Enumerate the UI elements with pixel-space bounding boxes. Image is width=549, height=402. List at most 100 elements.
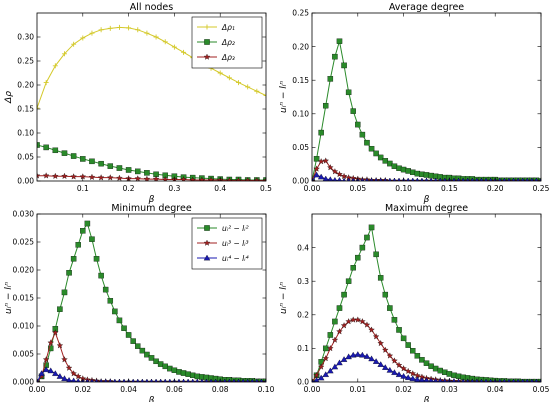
- data-point: [368, 145, 375, 152]
- data-point: [42, 366, 50, 373]
- data-point: [88, 173, 96, 180]
- axes-frame: [36, 12, 267, 182]
- data-point: [313, 165, 320, 172]
- data-point: [116, 24, 122, 30]
- data-point: [80, 156, 86, 162]
- data-point: [98, 272, 104, 279]
- data-point: [364, 139, 370, 146]
- data-point: [144, 170, 150, 176]
- data-point: [245, 84, 251, 90]
- y-axis-label: uᵢⁿ − lᵢⁿ: [4, 282, 14, 314]
- legend-label: uᵢ² − lᵢ²: [222, 224, 249, 233]
- data-point: [70, 173, 77, 180]
- data-point: [400, 166, 407, 173]
- series-group: [37, 220, 266, 382]
- y-tick-label: 0.030: [13, 210, 35, 219]
- data-point: [386, 352, 394, 359]
- data-point: [263, 93, 266, 99]
- x-tick-label: 0.4: [214, 184, 226, 193]
- data-point: [423, 377, 430, 382]
- data-point: [80, 35, 86, 41]
- data-point: [396, 327, 402, 333]
- data-point: [313, 371, 320, 379]
- data-point: [61, 289, 68, 296]
- data-point: [318, 129, 324, 136]
- x-axis-label: β: [148, 195, 155, 205]
- data-point: [442, 369, 448, 376]
- data-point: [331, 336, 339, 343]
- data-point: [71, 41, 77, 47]
- data-point: [340, 322, 348, 329]
- data-point: [47, 345, 54, 352]
- data-point: [368, 326, 375, 333]
- data-point: [42, 356, 50, 363]
- data-point: [377, 154, 384, 161]
- chart-title: Average degree: [389, 2, 464, 13]
- data-point: [116, 165, 123, 171]
- x-tick-label: 0.10: [258, 385, 275, 394]
- data-point: [410, 169, 416, 176]
- data-point: [451, 372, 457, 379]
- y-tick-label: 0.2: [297, 311, 309, 320]
- data-point: [121, 325, 127, 331]
- data-point: [97, 174, 105, 181]
- data-point: [332, 318, 338, 325]
- data-point: [405, 168, 411, 174]
- y-tick-label: 0.05: [17, 153, 34, 162]
- data-point: [47, 367, 54, 374]
- data-point: [433, 378, 438, 382]
- data-point: [359, 131, 366, 138]
- data-point: [167, 365, 173, 372]
- data-point: [400, 335, 407, 342]
- data-point: [437, 378, 443, 382]
- data-point: [317, 363, 325, 370]
- data-point: [327, 344, 334, 352]
- data-point: [386, 366, 394, 373]
- data-point: [332, 53, 338, 60]
- data-point: [409, 370, 417, 377]
- data-point: [153, 358, 159, 365]
- data-point: [98, 160, 104, 167]
- legend-label: uᵢ³ − lᵢ³: [222, 239, 249, 248]
- data-point: [254, 88, 260, 94]
- y-tick-label: 0.20: [292, 42, 309, 51]
- data-point: [74, 372, 82, 380]
- data-point: [135, 27, 141, 33]
- data-point: [203, 239, 211, 246]
- data-point: [56, 342, 64, 349]
- data-point: [70, 256, 77, 262]
- data-point: [107, 174, 114, 181]
- x-tick-label: 0.25: [533, 184, 549, 193]
- y-tick-label: 0.025: [13, 238, 35, 247]
- data-point: [70, 153, 77, 159]
- data-point: [322, 345, 329, 352]
- data-point: [52, 147, 59, 154]
- data-point: [337, 177, 342, 181]
- legend-label: uᵢ⁴ − lᵢ⁴: [222, 254, 249, 263]
- data-point: [61, 172, 68, 179]
- data-point: [345, 89, 352, 96]
- data-point: [89, 236, 95, 242]
- x-tick-label: 0.05: [533, 385, 549, 394]
- data-point: [84, 220, 91, 227]
- data-point: [364, 234, 370, 241]
- data-point: [176, 369, 182, 375]
- data-point: [396, 165, 402, 171]
- data-point: [332, 177, 338, 181]
- y-tick-label: 0.00: [292, 177, 309, 186]
- data-point: [262, 177, 266, 181]
- data-point: [107, 25, 113, 31]
- data-point: [336, 359, 343, 366]
- data-point: [226, 177, 233, 181]
- data-point: [37, 172, 41, 179]
- x-tick-label: 0.02: [395, 385, 412, 394]
- data-point: [442, 378, 447, 382]
- y-tick-label: 0.30: [17, 33, 34, 42]
- data-point: [61, 51, 67, 57]
- data-point: [203, 254, 211, 261]
- data-point: [75, 378, 81, 382]
- data-point: [451, 378, 457, 382]
- chart-title: Maximum degree: [385, 203, 468, 214]
- chart-title: All nodes: [130, 2, 174, 13]
- series-group: [312, 38, 541, 181]
